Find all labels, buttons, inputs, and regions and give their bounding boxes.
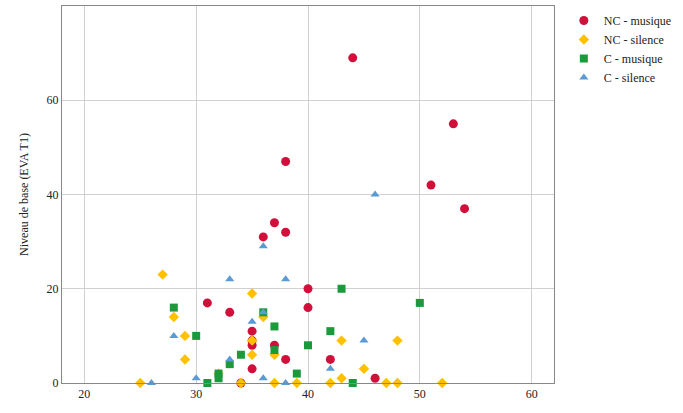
svg-text:40: 40 [302, 387, 314, 401]
svg-text:C - musique: C - musique [604, 52, 663, 66]
svg-text:60: 60 [47, 93, 59, 107]
svg-text:20: 20 [78, 387, 90, 401]
svg-text:60: 60 [526, 387, 538, 401]
svg-text:NC - silence: NC - silence [604, 33, 664, 47]
svg-text:40: 40 [47, 188, 59, 202]
svg-text:NC - musique: NC - musique [604, 14, 671, 28]
svg-text:20: 20 [47, 282, 59, 296]
svg-text:Niveau de base (EVA T1): Niveau de base (EVA T1) [17, 133, 31, 256]
svg-text:50: 50 [414, 387, 426, 401]
svg-text:C - silence: C - silence [604, 71, 655, 85]
svg-text:0: 0 [53, 376, 59, 390]
svg-text:30: 30 [190, 387, 202, 401]
